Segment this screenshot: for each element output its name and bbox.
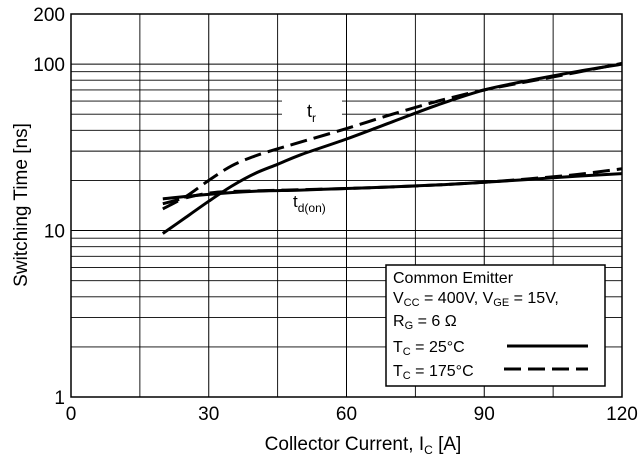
tr-175c-series-line xyxy=(162,61,623,211)
legend-line-2: VCC = 400V, VGE = 15V, xyxy=(393,290,559,309)
legend-tc2-value: = 175°C xyxy=(411,363,474,380)
y-tick-label: 10 xyxy=(44,222,65,243)
tdon-175c-series-line xyxy=(162,167,623,206)
plot-frame xyxy=(70,13,623,398)
x-axis-title: Collector Current, IC [A] xyxy=(265,434,462,457)
legend-vge-value: = 15V, xyxy=(509,290,559,307)
y-tick-label: 200 xyxy=(33,5,65,26)
legend-rg-sub: G xyxy=(405,320,414,332)
tr-label-main: t xyxy=(307,101,312,121)
legend: Common Emitter VCC = 400V, VGE = 15V, RG… xyxy=(385,264,606,387)
data-series xyxy=(161,61,623,235)
legend-tc-value: = 25°C xyxy=(411,339,465,356)
legend-tc: T xyxy=(393,339,403,356)
x-axis-title-main: Collector Current, I xyxy=(265,434,424,455)
x-tick-label: 120 xyxy=(606,404,638,425)
legend-tc2-sub: C xyxy=(403,370,411,382)
tr-annotation: tr xyxy=(282,96,342,126)
svg-text:tr: tr xyxy=(307,101,316,125)
legend-tc2: T xyxy=(393,363,403,380)
y-tick-label: 1 xyxy=(54,388,65,409)
x-axis-title-tail: [A] xyxy=(433,434,462,455)
y-axis-title: Switching Time [ns] xyxy=(11,123,32,287)
x-tick-label: 30 xyxy=(198,404,219,425)
legend-vcc-sub: CC xyxy=(404,297,420,309)
legend-tc-sub: C xyxy=(403,346,411,358)
x-tick-label: 0 xyxy=(66,404,77,425)
legend-vcc-value: = 400V, V xyxy=(420,290,494,307)
tdon-label-main: t xyxy=(293,192,298,211)
legend-vge-sub: GE xyxy=(493,297,509,309)
legend-rg: R xyxy=(393,313,405,330)
x-tick-label: 60 xyxy=(336,404,357,425)
y-tick-label: 100 xyxy=(33,55,65,76)
legend-box xyxy=(385,264,606,387)
tr-label-sub: r xyxy=(312,111,316,125)
tdon-label-sub: d(on) xyxy=(298,201,326,215)
legend-rg-value: = 6 Ω xyxy=(413,313,457,330)
legend-vcc: V xyxy=(393,290,404,307)
legend-line-3: RG = 6 Ω xyxy=(393,313,457,332)
legend-entry-25c: TC = 25°C xyxy=(393,339,465,358)
x-tick-label: 90 xyxy=(474,404,495,425)
x-axis-title-sub: C xyxy=(424,443,433,457)
tdon-annotation: td(on) xyxy=(293,192,326,215)
legend-entry-175c: TC = 175°C xyxy=(393,363,474,382)
legend-line-1: Common Emitter xyxy=(393,270,514,287)
